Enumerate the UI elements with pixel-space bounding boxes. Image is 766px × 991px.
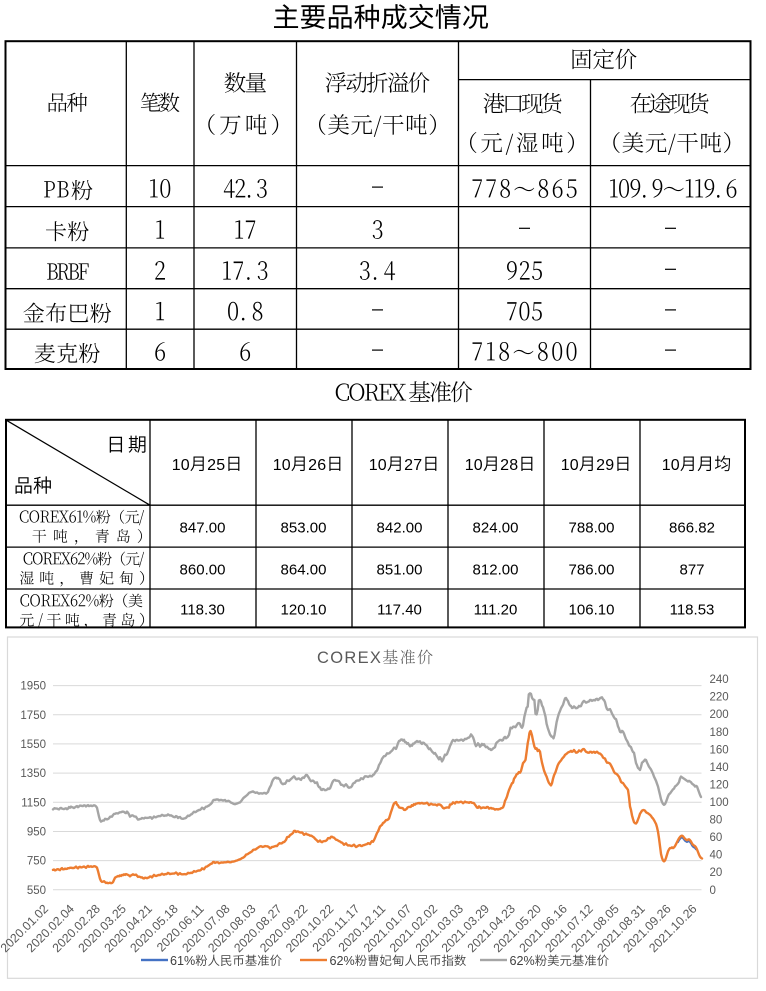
- svg-text:160: 160: [710, 744, 729, 756]
- svg-text:COREX: COREX: [317, 649, 382, 667]
- svg-text:20: 20: [710, 867, 723, 879]
- svg-text:27: 27: [404, 457, 422, 474]
- svg-text:10: 10: [465, 457, 483, 474]
- svg-text:120.10: 120.10: [281, 602, 327, 619]
- svg-text:180: 180: [710, 727, 729, 739]
- svg-text:29: 29: [596, 457, 614, 474]
- svg-text:877: 877: [679, 562, 704, 579]
- svg-text:1750: 1750: [20, 710, 46, 722]
- svg-text:100: 100: [710, 797, 729, 809]
- svg-text:10: 10: [561, 457, 579, 474]
- svg-text:864.00: 864.00: [281, 562, 327, 579]
- svg-text:111.20: 111.20: [474, 602, 518, 619]
- svg-text:750: 750: [27, 856, 46, 868]
- svg-text:10: 10: [172, 457, 190, 474]
- svg-text:40: 40: [710, 850, 723, 862]
- svg-text:80: 80: [710, 815, 723, 827]
- svg-text:788.00: 788.00: [569, 520, 615, 537]
- svg-text:10: 10: [662, 457, 680, 474]
- svg-text:10: 10: [273, 457, 291, 474]
- svg-text:28: 28: [500, 457, 518, 474]
- svg-text:1150: 1150: [21, 797, 46, 809]
- svg-text:10: 10: [369, 457, 387, 474]
- svg-text:220: 220: [710, 692, 729, 704]
- svg-text:1350: 1350: [20, 768, 46, 780]
- svg-text:26: 26: [308, 457, 326, 474]
- svg-text:1950: 1950: [20, 681, 46, 693]
- svg-text:62%: 62%: [510, 954, 535, 968]
- svg-text:240: 240: [710, 674, 729, 686]
- svg-text:62%: 62%: [330, 954, 355, 968]
- svg-text:118.30: 118.30: [180, 602, 225, 619]
- svg-text:853.00: 853.00: [281, 520, 327, 537]
- svg-text:1550: 1550: [20, 739, 46, 751]
- svg-text:25: 25: [207, 457, 225, 474]
- svg-text:812.00: 812.00: [473, 562, 519, 579]
- svg-text:851.00: 851.00: [377, 562, 423, 579]
- svg-text:842.00: 842.00: [377, 520, 423, 537]
- svg-text:140: 140: [710, 762, 729, 774]
- svg-text:550: 550: [27, 885, 46, 897]
- svg-text:106.10: 106.10: [569, 602, 615, 619]
- svg-text:0: 0: [710, 885, 716, 897]
- svg-text:117.40: 117.40: [377, 602, 422, 619]
- svg-text:824.00: 824.00: [473, 520, 519, 537]
- svg-text:60: 60: [710, 832, 723, 844]
- svg-text:200: 200: [710, 709, 729, 721]
- svg-text:120: 120: [710, 779, 729, 791]
- svg-text:866.82: 866.82: [669, 520, 715, 537]
- svg-text:847.00: 847.00: [180, 520, 226, 537]
- svg-text:786.00: 786.00: [569, 562, 615, 579]
- svg-text:61%: 61%: [170, 954, 195, 968]
- svg-text:860.00: 860.00: [180, 562, 226, 579]
- svg-text:950: 950: [27, 827, 46, 839]
- svg-text:118.53: 118.53: [670, 602, 715, 619]
